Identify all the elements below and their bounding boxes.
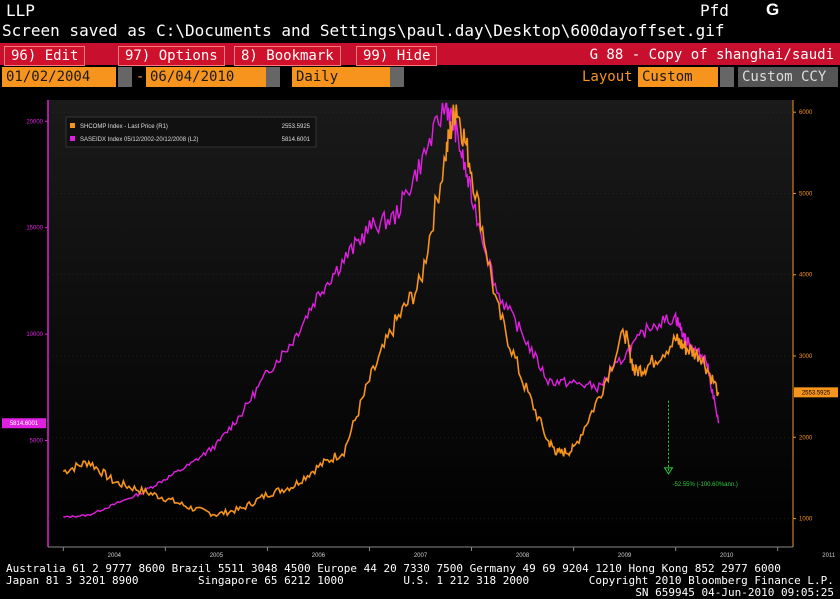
menu-bookmark[interactable]: 8) Bookmark — [234, 46, 341, 66]
menu-hide[interactable]: 99) Hide — [356, 46, 438, 66]
start-date-field[interactable]: 01/02/2004 — [2, 67, 116, 87]
left-tick-label: 20000 — [26, 119, 43, 125]
end-date-field[interactable]: 06/04/2010 — [146, 67, 266, 87]
x-tick-label: 2006 — [312, 553, 326, 559]
footer-serial: SN 659945 04-Jun-2010 09:05:25 — [635, 586, 834, 599]
layout-field[interactable]: Custom — [638, 67, 718, 87]
drawdown-annotation: -52.55% (-100.60%ann.) — [672, 482, 737, 488]
date-separator: - — [136, 69, 145, 85]
legend-box — [65, 116, 317, 148]
pfd-label: Pfd — [700, 1, 729, 20]
series-line-shcomp — [62, 104, 720, 518]
left-current-value: 5814.6001 — [10, 421, 39, 427]
x-tick-label: 2004 — [108, 553, 122, 559]
x-tick-label: 2009 — [618, 553, 632, 559]
legend-label-shcomp: SHCOMP Index - Last Price (R1) — [80, 124, 168, 130]
left-tick-label: 10000 — [26, 332, 43, 338]
legend-value-shcomp: 2553.5925 — [282, 124, 311, 130]
drawdown-arrow-head — [663, 467, 674, 475]
left-current-tag — [2, 418, 46, 429]
period-field[interactable]: Daily — [292, 67, 390, 87]
right-current-tag — [794, 387, 838, 398]
legend: SHCOMP Index - Last Price (R1) 2553.5925… — [65, 116, 317, 148]
period-dropdown[interactable] — [390, 67, 404, 87]
right-tick-label: 4000 — [799, 273, 813, 279]
chart-area: 5000 10000 15000 20000 1000 2000 3000 4000 5000… — [0, 95, 840, 560]
right-tick-label: 6000 — [799, 110, 813, 116]
menu-options[interactable]: 97) Options — [118, 46, 225, 66]
left-tick-label: 15000 — [26, 226, 43, 232]
legend-value-saseidx: 5814.6001 — [282, 137, 311, 143]
right-tick-label: 2000 — [799, 435, 813, 441]
chart-window-title: G 88 - Copy of shanghai/saudi — [589, 47, 834, 63]
x-tick-label: 2008 — [516, 553, 530, 559]
status-message: Screen saved as C:\Documents and Setting… — [2, 21, 725, 40]
right-current-value: 2553.5925 — [802, 390, 831, 396]
right-tick-label: 1000 — [799, 517, 813, 523]
legend-swatch-saseidx — [70, 136, 75, 141]
menu-edit[interactable]: 96) Edit — [4, 46, 86, 66]
x-tick-label: 2011 — [822, 553, 836, 559]
footer-phone-line1: Australia 61 2 9777 8600 Brazil 5511 304… — [6, 562, 781, 575]
end-date-dropdown[interactable] — [266, 67, 280, 87]
layout-dropdown[interactable] — [720, 67, 734, 87]
currency-field[interactable]: Custom CCY — [738, 67, 838, 87]
price-chart: 5000 10000 15000 20000 1000 2000 3000 4000 5000… — [2, 100, 838, 559]
x-tick-label: 2005 — [210, 553, 224, 559]
right-tick-label: 3000 — [799, 354, 813, 360]
series-line-saseidx — [63, 102, 720, 519]
start-date-dropdown[interactable] — [118, 67, 132, 87]
left-tick-label: 5000 — [30, 439, 44, 445]
legend-label-saseidx: SASEIDX Index 05/12/2002-20/12/2008 (L2) — [80, 137, 198, 143]
x-tick-label: 2007 — [414, 553, 428, 559]
layout-label: Layout — [582, 69, 633, 85]
right-tick-label: 5000 — [799, 191, 813, 197]
x-tick-label: 2010 — [720, 553, 734, 559]
terminal-id: LLP — [6, 1, 35, 20]
footer-phone-line2: Japan 81 3 3201 8900 Singapore 65 6212 1… — [6, 574, 834, 587]
legend-swatch-shcomp — [70, 123, 75, 128]
function-key-g[interactable]: G — [766, 0, 780, 19]
